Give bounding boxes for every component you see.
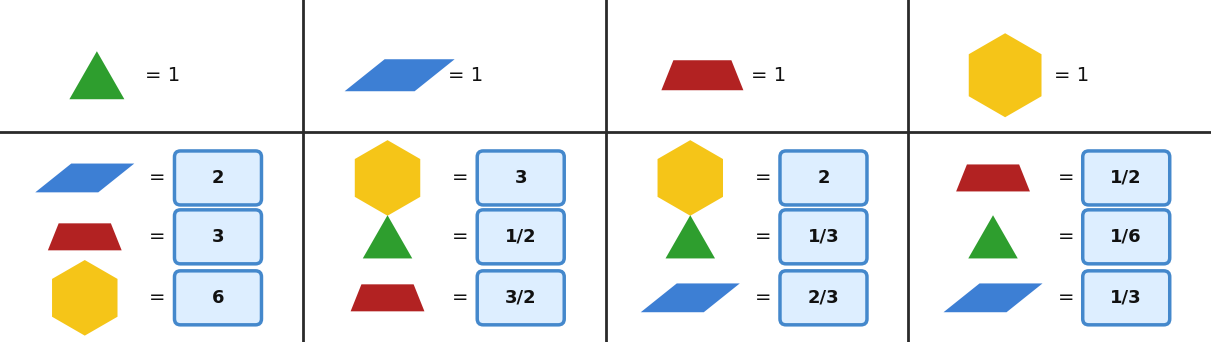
Polygon shape (661, 60, 744, 90)
Polygon shape (641, 284, 740, 312)
Text: 2: 2 (817, 169, 830, 187)
Text: 1/6: 1/6 (1110, 228, 1142, 246)
Text: = 1: = 1 (145, 66, 180, 85)
Text: = 1: = 1 (751, 66, 786, 85)
Polygon shape (969, 215, 1017, 259)
FancyBboxPatch shape (1083, 210, 1170, 264)
Polygon shape (52, 260, 117, 336)
FancyBboxPatch shape (780, 210, 867, 264)
Text: 2: 2 (212, 169, 224, 187)
FancyBboxPatch shape (477, 271, 564, 325)
Text: = 1: = 1 (1054, 66, 1089, 85)
Polygon shape (658, 140, 723, 216)
Text: =: = (452, 288, 469, 307)
Polygon shape (35, 163, 134, 192)
Text: =: = (1057, 288, 1074, 307)
Text: 1/3: 1/3 (1110, 289, 1142, 307)
Text: =: = (149, 288, 166, 307)
Text: =: = (754, 288, 771, 307)
FancyBboxPatch shape (477, 151, 564, 205)
Text: =: = (1057, 169, 1074, 187)
Text: 2/3: 2/3 (808, 289, 839, 307)
Text: 6: 6 (212, 289, 224, 307)
Text: 1/3: 1/3 (808, 228, 839, 246)
Text: =: = (452, 169, 469, 187)
Text: 3: 3 (212, 228, 224, 246)
Text: 3: 3 (515, 169, 527, 187)
Text: 1/2: 1/2 (505, 228, 536, 246)
FancyBboxPatch shape (1083, 271, 1170, 325)
Polygon shape (69, 51, 125, 99)
Polygon shape (943, 284, 1043, 312)
Text: =: = (754, 169, 771, 187)
Text: =: = (149, 227, 166, 246)
Polygon shape (957, 165, 1029, 192)
Polygon shape (666, 215, 714, 259)
Text: =: = (754, 227, 771, 246)
Text: 1/2: 1/2 (1110, 169, 1142, 187)
Text: =: = (149, 169, 166, 187)
FancyBboxPatch shape (477, 210, 564, 264)
Polygon shape (363, 215, 412, 259)
Text: =: = (1057, 227, 1074, 246)
Text: = 1: = 1 (448, 66, 483, 85)
Text: 3/2: 3/2 (505, 289, 536, 307)
FancyBboxPatch shape (174, 271, 262, 325)
Polygon shape (351, 284, 424, 311)
FancyBboxPatch shape (1083, 151, 1170, 205)
FancyBboxPatch shape (174, 151, 262, 205)
Polygon shape (969, 33, 1041, 117)
FancyBboxPatch shape (780, 151, 867, 205)
FancyBboxPatch shape (780, 271, 867, 325)
Polygon shape (355, 140, 420, 216)
Polygon shape (345, 59, 454, 91)
Text: =: = (452, 227, 469, 246)
Polygon shape (48, 223, 121, 250)
FancyBboxPatch shape (174, 210, 262, 264)
